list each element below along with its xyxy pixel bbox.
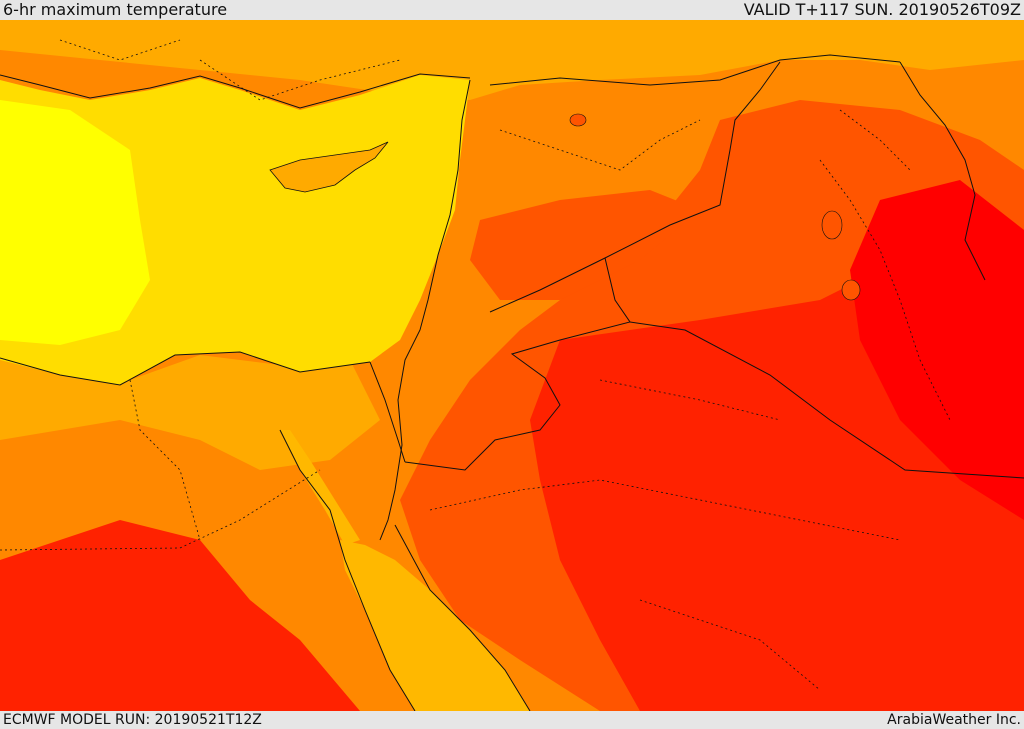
southern-iraq-peak-region <box>850 180 1024 520</box>
lake-assad <box>569 113 587 127</box>
temperature-map[interactable] <box>0 20 1024 711</box>
jordan-saudi-border <box>404 257 631 471</box>
levant-coastline <box>379 79 471 541</box>
model-run-label: ECMWF MODEL RUN: 20190521T12Z <box>3 712 262 728</box>
western-mediterranean-cool <box>0 100 150 345</box>
lake-razazza <box>841 279 861 301</box>
footer-bar: ECMWF MODEL RUN: 20190521T12Z ArabiaWeat… <box>0 711 1024 729</box>
cyprus-island <box>269 141 389 193</box>
valid-time-label: VALID T+117 SUN. 20190526T09Z <box>743 0 1021 19</box>
egypt-coastal-band <box>0 355 380 470</box>
red-sea <box>340 540 530 711</box>
iran-iraq-border <box>899 61 986 281</box>
red-sea-coastline-east <box>394 524 531 711</box>
iraq-syria-border <box>489 61 781 313</box>
iraq-saudi-border <box>629 321 1024 479</box>
red-sea-coastline-west <box>279 429 416 711</box>
map-title: 6-hr maximum temperature <box>3 0 228 19</box>
header-bar: 6-hr maximum temperature VALID T+117 SUN… <box>0 0 1024 20</box>
anatolia-warm-band <box>0 20 1024 100</box>
lake-tharthar <box>821 210 843 240</box>
syria-very-hot-region <box>470 190 700 300</box>
syria-turkey-border <box>489 54 901 86</box>
credit-label: ArabiaWeather Inc. <box>887 712 1021 728</box>
internal-borders <box>0 39 951 691</box>
egypt-extreme-region <box>0 520 360 711</box>
anatolia-coastline <box>0 73 471 109</box>
sinai-border <box>369 361 406 463</box>
egypt-coastline <box>0 351 371 386</box>
gulf-of-suez <box>280 430 360 545</box>
